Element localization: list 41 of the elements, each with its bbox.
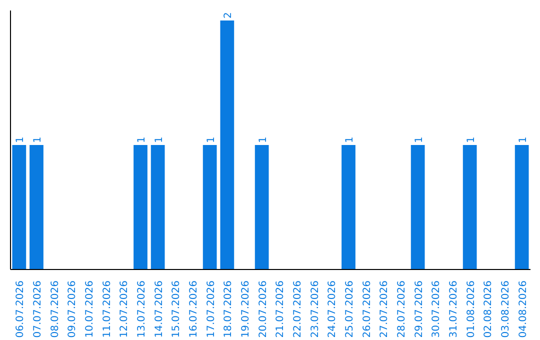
data-label: 1 bbox=[206, 136, 217, 143]
x-tick-label: 06.07.2026 bbox=[15, 280, 26, 338]
data-label: 1 bbox=[136, 136, 148, 143]
x-tick-label: 30.07.2026 bbox=[431, 280, 442, 338]
data-label: 1 bbox=[518, 136, 529, 143]
x-tick-label: 10.07.2026 bbox=[84, 280, 96, 338]
x-tick-label: 19.07.2026 bbox=[240, 280, 252, 338]
x-tick-label: 15.07.2026 bbox=[171, 280, 182, 338]
x-tick-label: 21.07.2026 bbox=[275, 280, 286, 338]
x-tick-label: 12.07.2026 bbox=[119, 280, 130, 338]
x-tick-label: 20.07.2026 bbox=[258, 280, 269, 338]
data-label: 1 bbox=[344, 136, 356, 143]
data-label: 1 bbox=[258, 136, 269, 143]
data-label: 1 bbox=[15, 136, 26, 143]
x-tick-label: 23.07.2026 bbox=[310, 280, 321, 338]
x-tick-label: 26.07.2026 bbox=[362, 280, 373, 338]
x-tick-label: 25.07.2026 bbox=[344, 280, 356, 338]
x-tick-label: 09.07.2026 bbox=[67, 280, 78, 338]
data-label: 1 bbox=[414, 136, 425, 143]
x-tick-label: 03.08.2026 bbox=[500, 280, 512, 338]
x-tick-label: 17.07.2026 bbox=[206, 280, 217, 338]
x-tick-label: 29.07.2026 bbox=[414, 280, 425, 338]
x-tick-label: 13.07.2026 bbox=[136, 280, 148, 338]
x-tick-label: 27.07.2026 bbox=[379, 280, 390, 338]
x-tick-label: 28.07.2026 bbox=[396, 280, 408, 338]
x-tick-label: 14.07.2026 bbox=[154, 280, 165, 338]
x-tick-label: 18.07.2026 bbox=[223, 280, 234, 338]
x-tick-label: 16.07.2026 bbox=[188, 280, 200, 338]
x-tick-label: 02.08.2026 bbox=[483, 280, 494, 338]
x-tick-label: 01.08.2026 bbox=[466, 280, 477, 338]
data-label: 1 bbox=[32, 136, 44, 143]
data-label: 1 bbox=[154, 136, 165, 143]
x-tick-label: 31.07.2026 bbox=[448, 280, 460, 338]
x-tick-label: 04.08.2026 bbox=[518, 280, 529, 338]
data-label: 2 bbox=[223, 12, 234, 18]
x-tick-label: 08.07.2026 bbox=[50, 280, 61, 338]
data-label: 1 bbox=[466, 136, 477, 143]
x-tick-label: 11.07.2026 bbox=[102, 280, 113, 338]
x-tick-label: 22.07.2026 bbox=[292, 280, 304, 338]
x-tick-label: 07.07.2026 bbox=[32, 280, 44, 338]
x-tick-label: 24.07.2026 bbox=[327, 280, 338, 338]
